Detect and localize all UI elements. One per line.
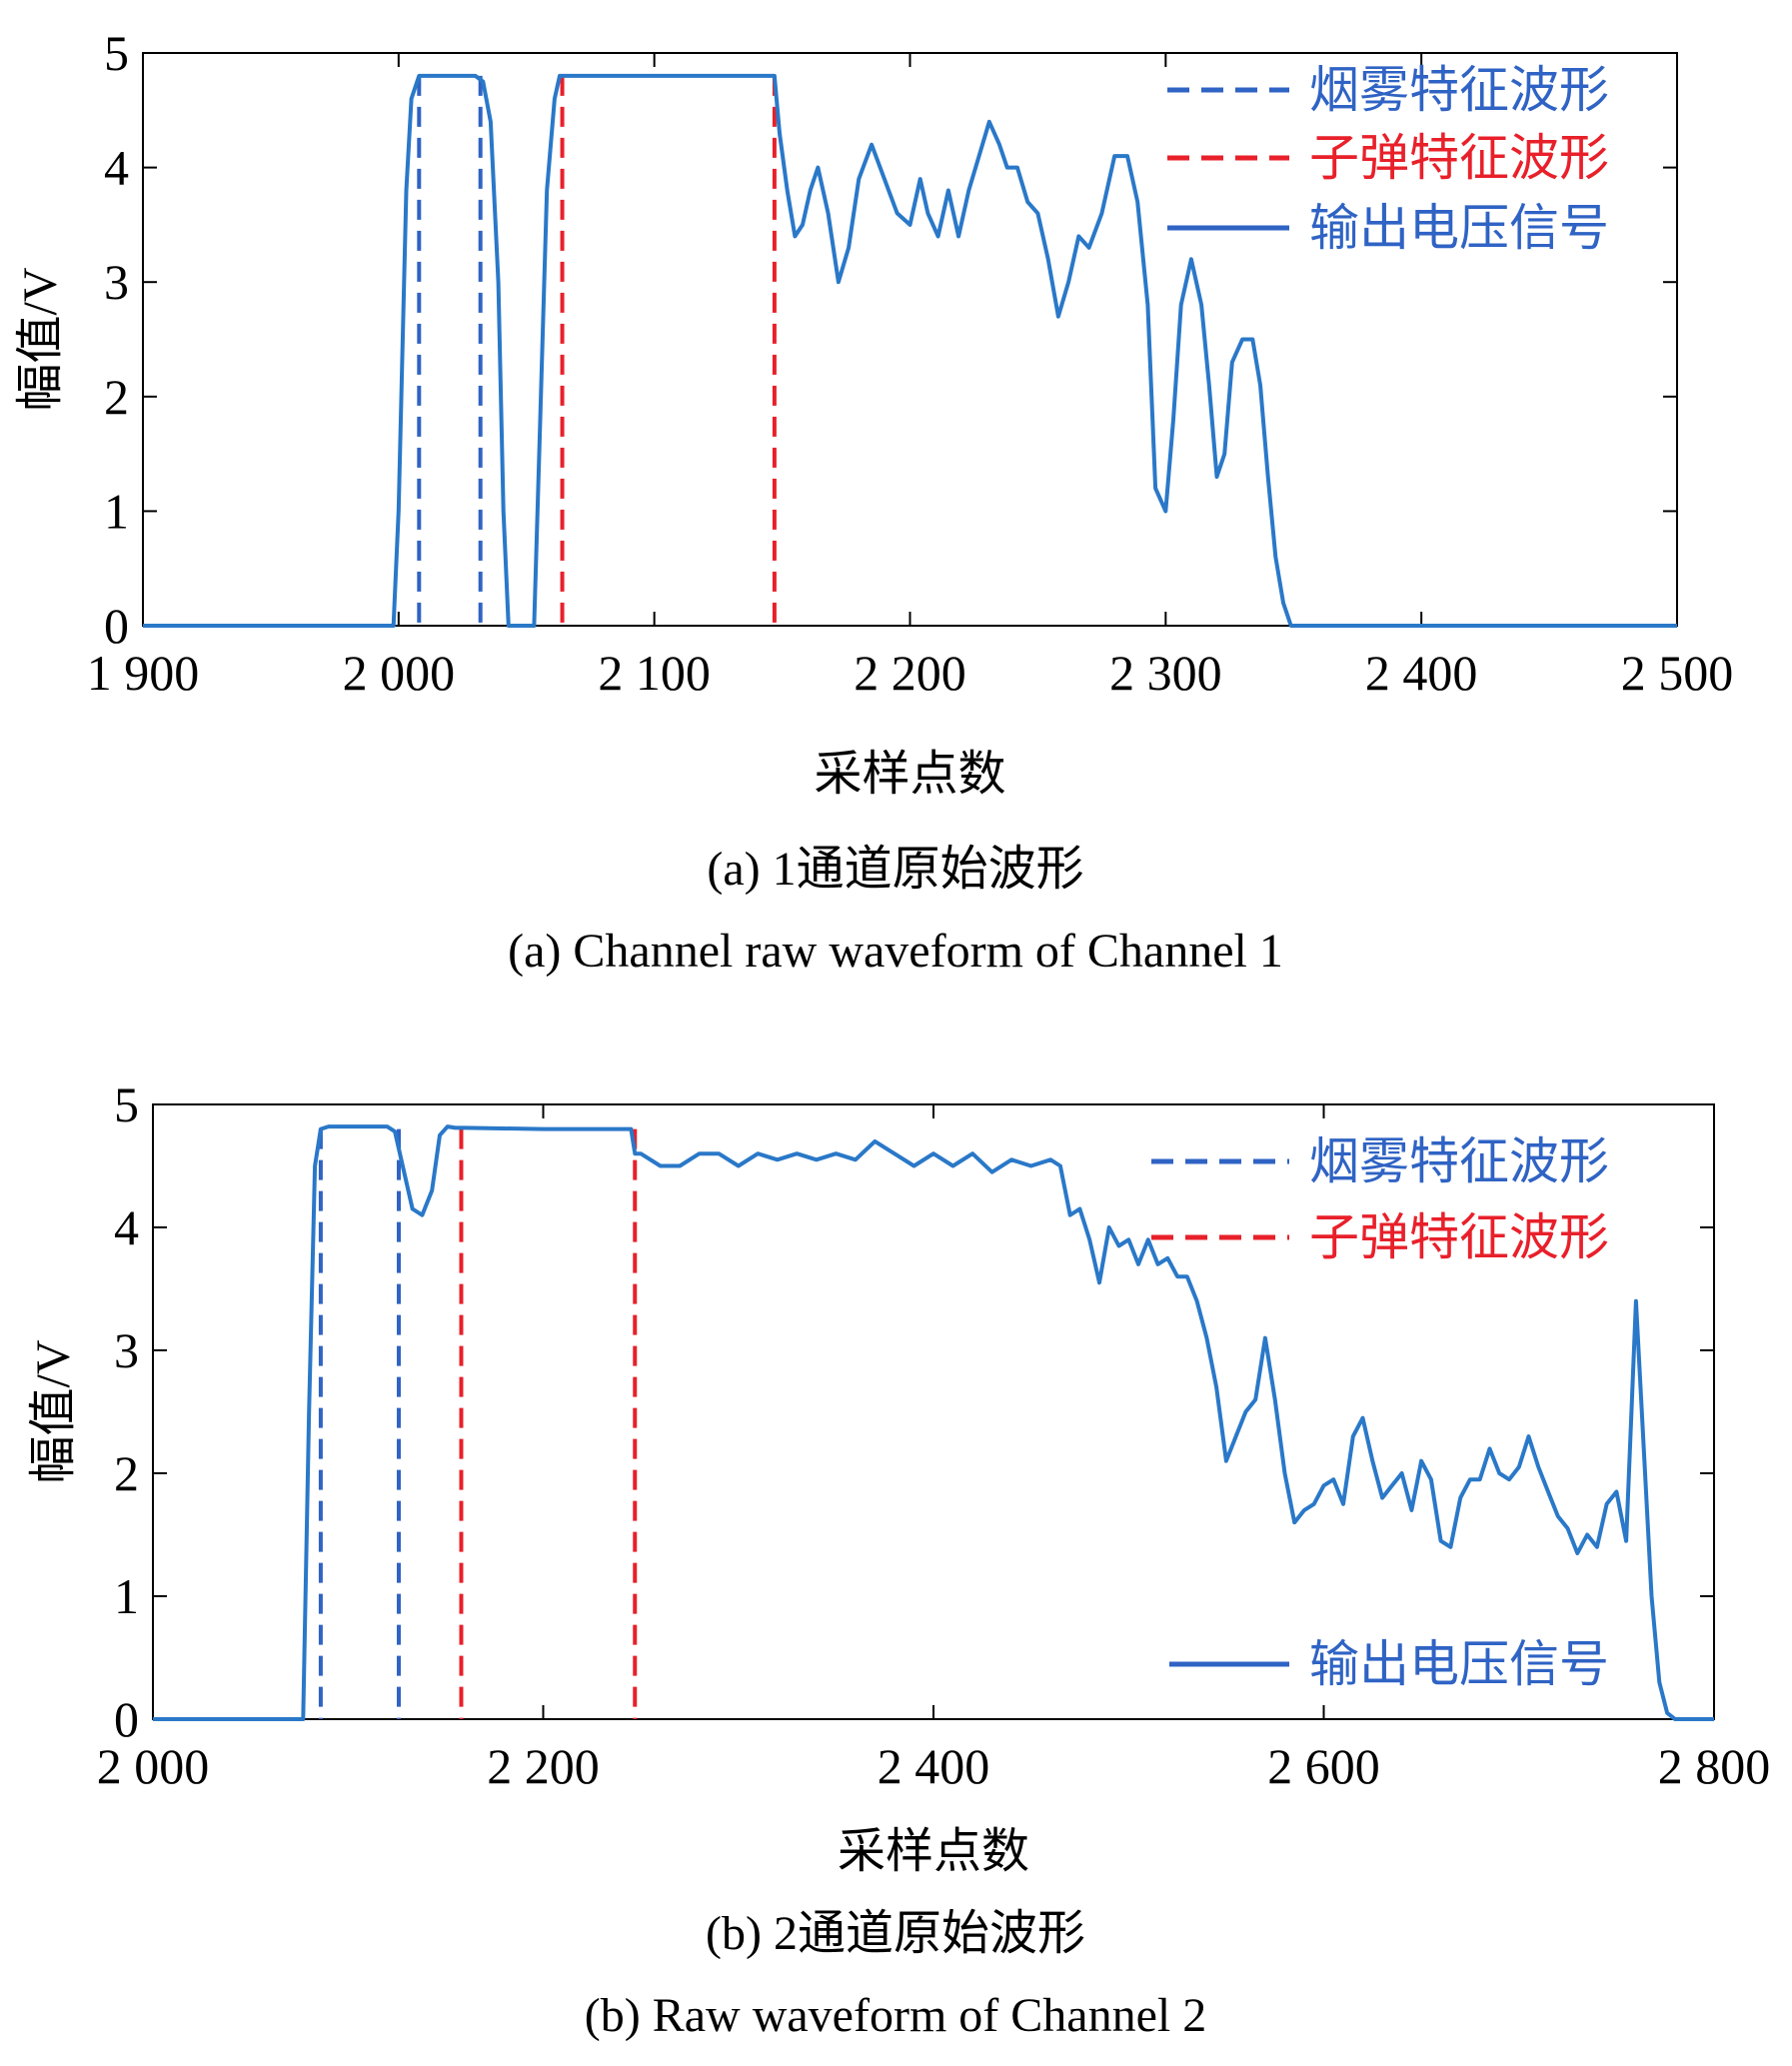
- panel-a-y-ticks: 0 1 2 3 4 5: [104, 25, 1677, 654]
- x-tick-label: 2 500: [1621, 645, 1734, 701]
- y-tick-label: 0: [114, 1691, 139, 1747]
- x-tick-label: 2 400: [878, 1738, 990, 1794]
- legend-label: 烟雾特征波形: [1309, 1133, 1609, 1189]
- panel-b-y-axis-label: 幅值/V: [27, 1339, 80, 1483]
- y-tick-label: 2: [104, 369, 129, 425]
- y-tick-label: 1: [104, 483, 129, 539]
- y-tick-label: 4: [104, 140, 129, 196]
- series-line: [143, 73, 1677, 628]
- panel-a: 0 1 2 3 4 5 1 900 2 000 2 100 2 200 2 300 2 400 2 5…: [14, 25, 1733, 978]
- x-tick-label: 2 000: [343, 645, 456, 701]
- x-tick-label: 2 400: [1365, 645, 1478, 701]
- x-tick-label: 2 600: [1267, 1738, 1380, 1794]
- panel-b-plot-frame: [152, 1103, 1715, 1720]
- x-tick-label: 2 300: [1109, 645, 1222, 701]
- panel-a-y-axis-label: 幅值/V: [14, 267, 67, 411]
- panel-b-y-ticks: 0 1 2 3 4 5: [114, 1076, 1714, 1747]
- legend-label: 烟雾特征波形: [1309, 62, 1609, 118]
- panel-a-series: [143, 73, 1677, 628]
- legend-label: 子弹特征波形: [1309, 1209, 1609, 1265]
- panel-b-x-axis-label: 采样点数: [838, 1825, 1029, 1878]
- panel-b-caption-en: (b) Raw waveform of Channel 2: [585, 1989, 1206, 2042]
- panel-a-x-axis-label: 采样点数: [814, 748, 1005, 801]
- x-tick-label: 1 900: [87, 645, 200, 701]
- x-tick-label: 2 200: [487, 1738, 600, 1794]
- panel-b: 0 1 2 3 4 5 2 000 2 200 2 400 2 600 2 800 烟雾特征波形子…: [27, 1076, 1770, 2042]
- panel-b-x-ticks: 2 000 2 200 2 400 2 600 2 800: [97, 1104, 1771, 1794]
- panel-b-series: [153, 1124, 1714, 1721]
- panel-b-caption-cn: (b) 2通道原始波形: [706, 1907, 1085, 1960]
- y-tick-label: 0: [104, 598, 129, 654]
- series-line: [153, 1124, 1714, 1721]
- panel-b-legend-bottom: 输出电压信号: [1169, 1636, 1609, 1692]
- y-tick-label: 3: [114, 1322, 139, 1378]
- x-tick-label: 2 800: [1658, 1738, 1771, 1794]
- legend-label: 输出电压信号: [1309, 1636, 1609, 1692]
- x-tick-label: 2 000: [97, 1738, 210, 1794]
- y-tick-label: 5: [104, 25, 129, 81]
- legend-label: 子弹特征波形: [1309, 130, 1609, 186]
- x-tick-label: 2 100: [598, 645, 711, 701]
- y-tick-label: 4: [114, 1199, 139, 1255]
- x-tick-label: 2 200: [854, 645, 966, 701]
- y-tick-label: 5: [114, 1076, 139, 1132]
- y-tick-label: 3: [104, 254, 129, 310]
- legend-label: 输出电压信号: [1309, 200, 1609, 256]
- y-tick-label: 2: [114, 1445, 139, 1501]
- y-tick-label: 1: [114, 1568, 139, 1624]
- panel-a-caption-cn: (a) 1通道原始波形: [707, 843, 1083, 896]
- panel-b-feature-markers: [318, 1128, 638, 1719]
- panel-a-x-ticks: 1 900 2 000 2 100 2 200 2 300 2 400 2 500: [87, 53, 1734, 701]
- panel-a-feature-markers: [417, 75, 777, 626]
- panel-a-caption-en: (a) Channel raw waveform of Channel 1: [508, 925, 1283, 978]
